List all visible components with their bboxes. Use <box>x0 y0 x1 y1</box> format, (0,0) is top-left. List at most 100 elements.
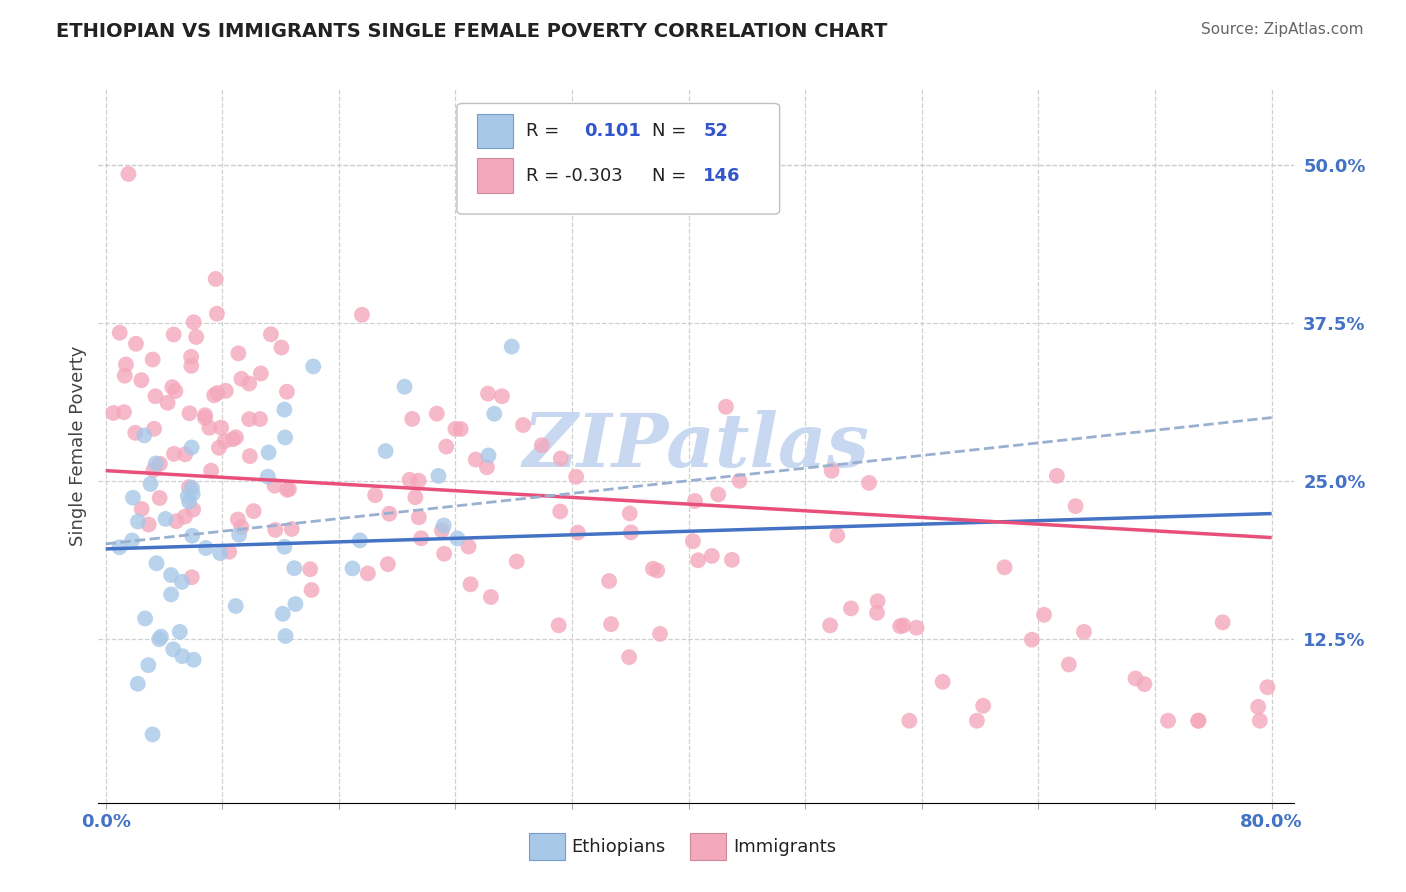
Point <box>444 422 467 436</box>
Text: Source: ZipAtlas.com: Source: ZipAtlas.com <box>1201 22 1364 37</box>
Point <box>274 629 297 643</box>
Point <box>301 582 323 597</box>
Point <box>398 473 420 487</box>
Point <box>142 463 165 477</box>
Point <box>866 594 889 608</box>
Point <box>567 525 589 540</box>
Point <box>181 487 204 501</box>
Point <box>1033 607 1056 622</box>
Point <box>408 474 430 488</box>
Point <box>858 475 880 490</box>
Point <box>115 358 138 372</box>
Point <box>648 627 671 641</box>
Point <box>181 481 204 495</box>
Point <box>114 368 136 383</box>
Point <box>160 587 183 601</box>
Point <box>450 422 472 436</box>
Point <box>342 561 364 575</box>
Point <box>163 327 186 342</box>
Point <box>394 380 416 394</box>
Bar <box>529 833 565 860</box>
Point <box>122 491 145 505</box>
Point <box>180 441 202 455</box>
Point <box>202 388 225 402</box>
Point <box>460 577 482 591</box>
Point <box>530 438 553 452</box>
Point <box>1021 632 1043 647</box>
Point <box>165 384 187 398</box>
Point <box>377 557 399 571</box>
Point <box>249 412 271 426</box>
Point <box>271 607 294 621</box>
Point <box>645 564 668 578</box>
Text: 0.101: 0.101 <box>583 122 641 140</box>
Point <box>226 512 249 526</box>
Point <box>169 624 191 639</box>
Point <box>177 489 200 503</box>
Point <box>898 714 921 728</box>
Point <box>350 308 373 322</box>
Point <box>194 408 217 422</box>
Point <box>866 606 889 620</box>
Point <box>273 402 295 417</box>
Point <box>148 632 170 647</box>
Point <box>434 440 457 454</box>
Point <box>134 428 156 442</box>
Point <box>1212 615 1234 630</box>
Point <box>1064 499 1087 513</box>
Point <box>108 540 131 554</box>
Point <box>108 326 131 340</box>
Point <box>565 469 588 483</box>
Point <box>433 518 456 533</box>
Point <box>131 373 153 387</box>
Point <box>239 449 262 463</box>
Point <box>207 386 229 401</box>
Point <box>505 554 527 568</box>
Point <box>620 525 643 540</box>
Point <box>433 547 456 561</box>
Point <box>112 405 135 419</box>
Text: R =: R = <box>526 122 560 140</box>
Point <box>427 468 450 483</box>
Point <box>404 490 426 504</box>
Point <box>1157 714 1180 728</box>
Point <box>165 514 187 528</box>
Point <box>127 515 149 529</box>
Point <box>174 509 197 524</box>
Point <box>225 599 247 613</box>
Bar <box>477 114 513 148</box>
Point <box>600 617 623 632</box>
Point <box>1125 672 1147 686</box>
Point <box>170 574 193 589</box>
Text: Ethiopians: Ethiopians <box>572 838 666 856</box>
Point <box>179 406 201 420</box>
Point <box>143 422 166 436</box>
Point <box>284 597 307 611</box>
Point <box>1187 714 1209 728</box>
Point <box>194 541 217 555</box>
Point <box>825 528 848 542</box>
Point <box>1247 699 1270 714</box>
Point <box>349 533 371 548</box>
Point <box>374 444 396 458</box>
Point <box>194 411 217 425</box>
Point <box>547 618 569 632</box>
Bar <box>690 833 725 860</box>
Point <box>138 517 160 532</box>
Point <box>231 372 253 386</box>
Point <box>121 533 143 548</box>
Point <box>149 491 172 505</box>
Point <box>145 457 167 471</box>
Point <box>228 528 250 542</box>
Point <box>117 167 139 181</box>
Point <box>228 346 250 360</box>
Point <box>378 507 401 521</box>
Point <box>278 482 301 496</box>
Point <box>477 449 499 463</box>
Point <box>183 653 205 667</box>
Point <box>125 336 148 351</box>
Point <box>479 590 502 604</box>
Text: N =: N = <box>652 122 686 140</box>
Point <box>548 504 571 518</box>
Point <box>181 502 204 516</box>
